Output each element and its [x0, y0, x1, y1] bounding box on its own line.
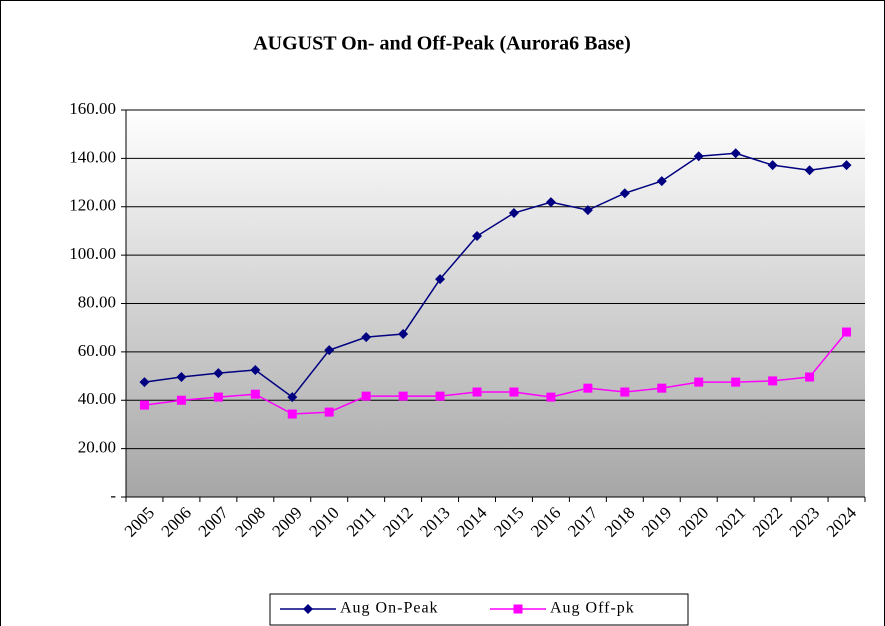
y-tick-label: 80.00	[78, 292, 116, 311]
data-point	[139, 400, 149, 410]
data-point	[435, 274, 446, 285]
data-point	[545, 197, 556, 208]
data-point	[176, 395, 186, 405]
data-point	[213, 368, 224, 379]
data-point	[509, 387, 519, 397]
data-point	[546, 392, 556, 402]
data-point	[619, 188, 630, 199]
legend-label: Aug Off-pk	[550, 600, 635, 617]
y-tick-label: 60.00	[78, 341, 116, 360]
y-tick-label: 120.00	[69, 196, 116, 215]
chart-title: AUGUST On- and Off-Peak (Aurora6 Base)	[253, 33, 631, 55]
data-point	[508, 208, 519, 219]
legend-box	[269, 593, 689, 626]
data-point	[176, 372, 187, 383]
data-point	[361, 391, 371, 401]
data-point	[139, 377, 150, 388]
data-point	[287, 392, 298, 403]
data-point	[767, 160, 778, 171]
data-point	[250, 365, 261, 376]
data-point	[841, 160, 852, 171]
series-line	[144, 331, 848, 415]
data-point	[657, 383, 667, 393]
legend-marker	[513, 604, 523, 614]
y-tick-label: 40.00	[78, 389, 116, 408]
data-point	[730, 148, 741, 159]
series-line	[144, 152, 847, 399]
y-tick-label: 20.00	[78, 438, 116, 457]
data-point	[582, 205, 593, 216]
data-point	[361, 332, 372, 343]
data-point	[620, 387, 630, 397]
data-point	[472, 231, 483, 242]
data-point	[250, 389, 260, 399]
data-point	[768, 376, 778, 386]
data-point	[324, 407, 334, 417]
data-point	[398, 328, 409, 339]
data-point	[324, 345, 335, 356]
legend-label: Aug On-Peak	[340, 600, 439, 617]
legend-marker	[303, 604, 313, 614]
y-tick-label: 160.00	[69, 99, 116, 118]
y-tick-label: -	[110, 486, 116, 505]
data-point	[694, 377, 704, 387]
data-point	[583, 383, 593, 393]
data-point	[842, 327, 852, 337]
data-point	[693, 151, 704, 162]
data-point	[287, 409, 297, 419]
y-tick-label: 100.00	[69, 244, 116, 263]
y-tick-label: 140.00	[69, 147, 116, 166]
data-point	[805, 372, 815, 382]
data-point	[656, 176, 667, 187]
data-point	[213, 392, 223, 402]
data-point	[472, 387, 482, 397]
data-point	[731, 377, 741, 387]
data-point	[804, 165, 815, 176]
data-point	[398, 391, 408, 401]
data-point	[435, 391, 445, 401]
legend: Aug On-Peak Aug Off-pk	[269, 593, 689, 626]
